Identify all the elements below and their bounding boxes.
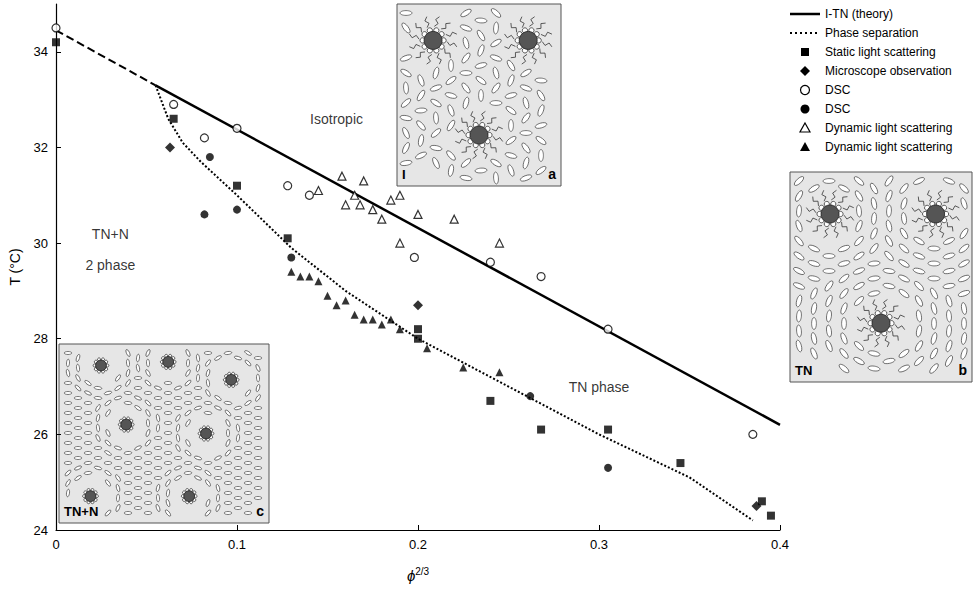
svg-text:30: 30 — [34, 236, 48, 251]
svg-text:32: 32 — [34, 140, 48, 155]
svg-text:Static light scattering: Static light scattering — [825, 45, 936, 59]
svg-text:T (°C): T (°C) — [7, 248, 23, 285]
svg-text:0.4: 0.4 — [771, 537, 789, 552]
svg-text:0.2: 0.2 — [409, 537, 427, 552]
svg-text:DSC: DSC — [825, 83, 851, 97]
svg-text:c: c — [256, 503, 264, 519]
svg-text:Isotropic: Isotropic — [310, 111, 363, 127]
svg-text:24: 24 — [34, 523, 48, 538]
svg-text:26: 26 — [34, 427, 48, 442]
svg-text:2/3: 2/3 — [415, 566, 429, 577]
svg-text:TN+N: TN+N — [64, 504, 98, 519]
svg-text:b: b — [958, 362, 967, 378]
svg-text:0.3: 0.3 — [590, 537, 608, 552]
svg-text:Microscope observation: Microscope observation — [825, 64, 952, 78]
svg-text:TN phase: TN phase — [569, 379, 630, 395]
svg-text:0.1: 0.1 — [228, 537, 246, 552]
svg-text:a: a — [548, 166, 556, 182]
svg-text:I-TN (theory): I-TN (theory) — [825, 7, 893, 21]
svg-text:ϕ: ϕ — [407, 567, 415, 584]
svg-text:34: 34 — [34, 44, 48, 59]
svg-text:0: 0 — [52, 537, 59, 552]
svg-text:2 phase: 2 phase — [85, 257, 135, 273]
svg-text:Dynamic light scattering: Dynamic light scattering — [825, 140, 952, 154]
svg-text:DSC: DSC — [825, 102, 851, 116]
svg-text:Phase separation: Phase separation — [825, 26, 918, 40]
svg-text:I: I — [402, 167, 406, 182]
svg-text:Dynamic light scattering: Dynamic light scattering — [825, 121, 952, 135]
svg-text:TN+N: TN+N — [92, 226, 129, 242]
svg-text:28: 28 — [34, 331, 48, 346]
svg-text:TN: TN — [795, 363, 812, 378]
